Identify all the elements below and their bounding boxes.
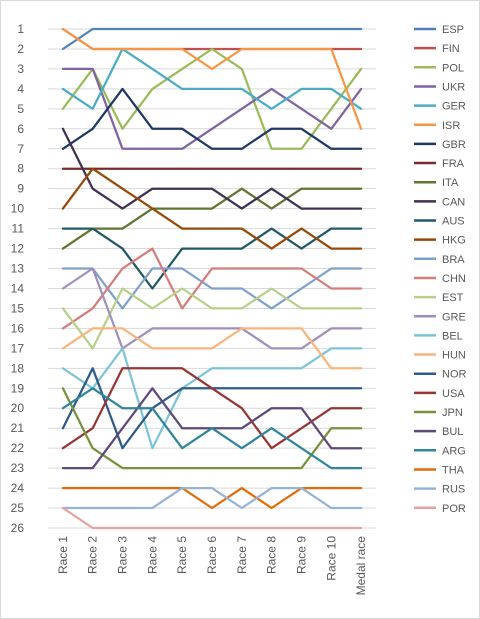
y-tick-label: 24: [11, 481, 25, 495]
legend-label-gre: GRE: [442, 311, 466, 323]
legend-label-fra: FRA: [442, 158, 465, 170]
legend-label-hkg: HKG: [442, 235, 466, 247]
series-lines: [61, 27, 363, 530]
legend-label-pol: POL: [442, 62, 464, 74]
legend-label-jpn: JPN: [442, 407, 463, 419]
legend-label-isr: ISR: [442, 120, 460, 132]
y-tick-label: 3: [17, 62, 24, 76]
y-tick-label: 2: [17, 42, 24, 56]
y-tick-label: 22: [11, 441, 25, 455]
legend: ESP FIN POL UKR GER ISR GBR FRA ITA CAN AUS HKG BRA C…: [414, 24, 467, 515]
legend-label-tha: THA: [442, 464, 465, 476]
x-tick-label: Race 9: [294, 536, 308, 574]
y-tick-label: 19: [11, 381, 25, 395]
legend-label-ger: GER: [442, 101, 466, 113]
legend-label-chn: CHN: [442, 273, 466, 285]
series-line-por: [61, 506, 363, 530]
legend-label-hun: HUN: [442, 350, 466, 362]
y-tick-label: 9: [17, 182, 24, 196]
legend-label-por: POR: [442, 503, 466, 515]
y-tick-label: 7: [17, 142, 24, 156]
y-tick-label: 8: [17, 162, 24, 176]
x-tick-label: Race 1: [56, 536, 70, 574]
series-line-est: [61, 287, 363, 350]
series-line-bel: [61, 347, 363, 450]
x-tick-label: Race 2: [86, 536, 100, 574]
legend-label-bel: BEL: [442, 330, 463, 342]
legend-label-ita: ITA: [442, 177, 459, 189]
x-tick-label: Race 7: [235, 536, 249, 574]
legend-label-ukr: UKR: [442, 81, 465, 93]
legend-label-fin: FIN: [442, 43, 460, 55]
y-tick-label: 26: [11, 521, 25, 535]
y-tick-label: 5: [17, 102, 24, 116]
series-line-ukr: [61, 67, 363, 150]
legend-label-usa: USA: [442, 388, 465, 400]
legend-label-bul: BUL: [442, 426, 463, 438]
x-tick-label: Race 8: [265, 536, 279, 574]
y-tick-label: 21: [11, 421, 25, 435]
legend-label-est: EST: [442, 292, 464, 304]
y-tick-label: 4: [17, 82, 24, 96]
series-line-tha: [61, 486, 363, 510]
series-line-pol: [61, 47, 363, 150]
y-tick-label: 16: [11, 321, 25, 335]
series-line-ita: [61, 187, 363, 250]
legend-label-arg: ARG: [442, 445, 466, 457]
series-line-ger: [61, 47, 363, 110]
series-line-rus: [61, 486, 363, 510]
series-line-chn: [61, 247, 363, 330]
series-line-can: [61, 127, 363, 210]
legend-label-bra: BRA: [442, 254, 465, 266]
y-tick-label: 15: [11, 301, 25, 315]
y-tick-label: 17: [11, 341, 25, 355]
legend-label-gbr: GBR: [442, 139, 466, 151]
y-tick-label: 20: [11, 401, 25, 415]
legend-label-rus: RUS: [442, 484, 465, 496]
legend-label-can: CAN: [442, 196, 465, 208]
series-line-hun: [61, 327, 363, 370]
x-tick-label: Race 3: [116, 536, 130, 574]
y-tick-label: 25: [11, 501, 25, 515]
y-tick-label: 6: [17, 122, 24, 136]
y-tick-label: 23: [11, 461, 25, 475]
x-tick-label: Race 10: [324, 536, 338, 581]
series-line-gbr: [61, 87, 363, 150]
y-tick-label: 1: [17, 22, 24, 36]
y-tick-label: 14: [11, 281, 25, 295]
x-tick-label: Race 5: [175, 536, 189, 574]
legend-label-aus: AUS: [442, 216, 465, 228]
y-tick-label: 10: [11, 202, 25, 216]
series-line-esp: [61, 27, 363, 51]
series-line-isr: [61, 27, 363, 130]
legend-label-esp: ESP: [442, 24, 464, 36]
series-line-aus: [61, 227, 363, 290]
series-line-fin: [61, 27, 363, 51]
series-line-bra: [61, 267, 363, 310]
y-axis-ticks: 1234567891011121314151617181920212223242…: [11, 22, 25, 535]
series-line-hkg: [61, 167, 363, 250]
y-tick-label: 11: [12, 222, 25, 236]
legend-label-nor: NOR: [442, 369, 467, 381]
x-tick-label: Race 6: [205, 536, 219, 574]
series-line-arg: [61, 387, 363, 470]
y-tick-label: 18: [11, 361, 25, 375]
y-tick-label: 12: [11, 242, 25, 256]
x-axis-ticks: Race 1 Race 2 Race 3 Race 4 Race 5 Race 6 Race…: [56, 536, 368, 596]
x-tick-label: Race 4: [145, 536, 159, 574]
x-tick-label: Medal race: [354, 536, 368, 596]
y-tick-label: 13: [11, 262, 25, 276]
